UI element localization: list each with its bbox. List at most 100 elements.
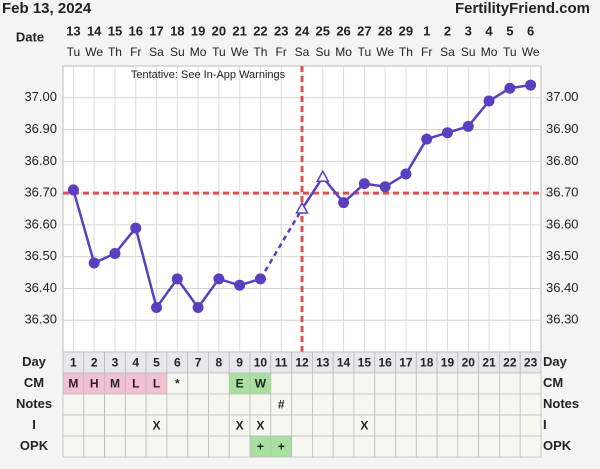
table-cell [353,372,376,395]
table-cell [415,435,438,458]
row-label: CM [24,375,44,390]
table-cell [519,414,542,437]
weekday-label: Sa [440,45,455,59]
table-cell [499,372,521,395]
table-cell [499,393,521,416]
cell-text: 19 [441,356,455,370]
table-cell [83,435,105,458]
cell-text: 16 [378,356,392,370]
marker [462,120,474,132]
table-cell [166,393,189,416]
brand: FertilityFriend.com [455,0,590,17]
cell-text: + [257,440,264,454]
weekday-label: Tu [212,45,226,59]
cell-text: 18 [420,356,434,370]
cell-text: X [153,419,161,433]
date-label: 28 [378,23,392,38]
y-tick-label: 36.50 [24,248,57,263]
cell-text: 5 [153,356,160,370]
cell-text: 23 [524,356,538,370]
table-cell [374,414,396,437]
marker [254,273,266,285]
date-label: 15 [108,23,122,38]
cell-text: # [278,398,285,412]
weekday-label: Fr [421,45,432,59]
weekday-label: Fr [276,45,287,59]
table-cell [291,372,313,395]
date-label: 23 [274,23,288,38]
y2-tick-label: 36.50 [546,248,579,263]
cell-text: M [68,377,78,391]
table-cell [311,393,334,416]
table-cell [83,414,105,437]
annotation: Tentative: See In-App Warnings [131,69,286,81]
table-cell [436,372,459,395]
table-cell [374,393,396,416]
y2-tick-label: 36.90 [546,121,579,136]
table-cell [395,414,417,437]
table-cell [374,435,396,458]
marker [441,127,453,139]
row-label: OPK [20,438,49,453]
row-label-right: OPK [543,438,572,453]
table-cell [291,414,313,437]
weekday-label: Tu [67,45,81,59]
table-cell [166,414,189,437]
cell-text: 15 [358,356,372,370]
cell-text: X [256,419,264,433]
table-cell [499,435,521,458]
table-cell [353,435,376,458]
date-label: 21 [232,23,246,38]
date-label: 22 [253,23,267,38]
weekday-label: Tu [358,45,372,59]
table-cell [332,414,355,437]
table-cell [415,372,438,395]
table-cell [395,393,417,416]
marker [338,197,350,209]
marker [421,133,433,145]
date-label: 20 [212,23,226,38]
row-label-right: I [543,417,547,432]
cell-text: 3 [112,356,119,370]
row-label: I [32,417,36,432]
cell-text: 9 [236,356,243,370]
table-cell [311,372,334,395]
table-cell [228,393,251,416]
date-label: 24 [295,23,310,38]
weekday-label: Tu [503,45,517,59]
marker [525,79,537,91]
cell-text: 2 [91,356,98,370]
marker [151,302,163,314]
marker [400,168,412,180]
cell-text: 6 [174,356,181,370]
table-cell [353,393,376,416]
table-cell [83,393,105,416]
row-label-right: Notes [543,396,579,411]
table-cell [270,414,293,437]
y2-tick-label: 36.60 [546,216,579,231]
date-label: 26 [336,23,350,38]
table-cell [104,414,126,437]
cell-text: M [110,377,120,391]
date-label: Date [16,29,44,44]
weekday-label: Th [399,45,413,59]
marker [379,181,391,193]
marker [358,178,370,190]
table-cell [519,393,542,416]
cell-text: 10 [254,356,268,370]
marker [213,273,225,285]
date-label: 27 [357,23,371,38]
table-cell [145,393,168,416]
table-cell [291,435,313,458]
table-cell [104,393,126,416]
date-label: 19 [191,23,205,38]
weekday-label: Th [253,45,267,59]
date-label: 14 [87,23,102,38]
date-label: 16 [129,23,143,38]
row-label-right: CM [543,375,563,390]
table-cell [208,372,230,395]
table-cell [415,414,438,437]
table-cell [311,435,334,458]
weekday-label: We [522,45,540,59]
